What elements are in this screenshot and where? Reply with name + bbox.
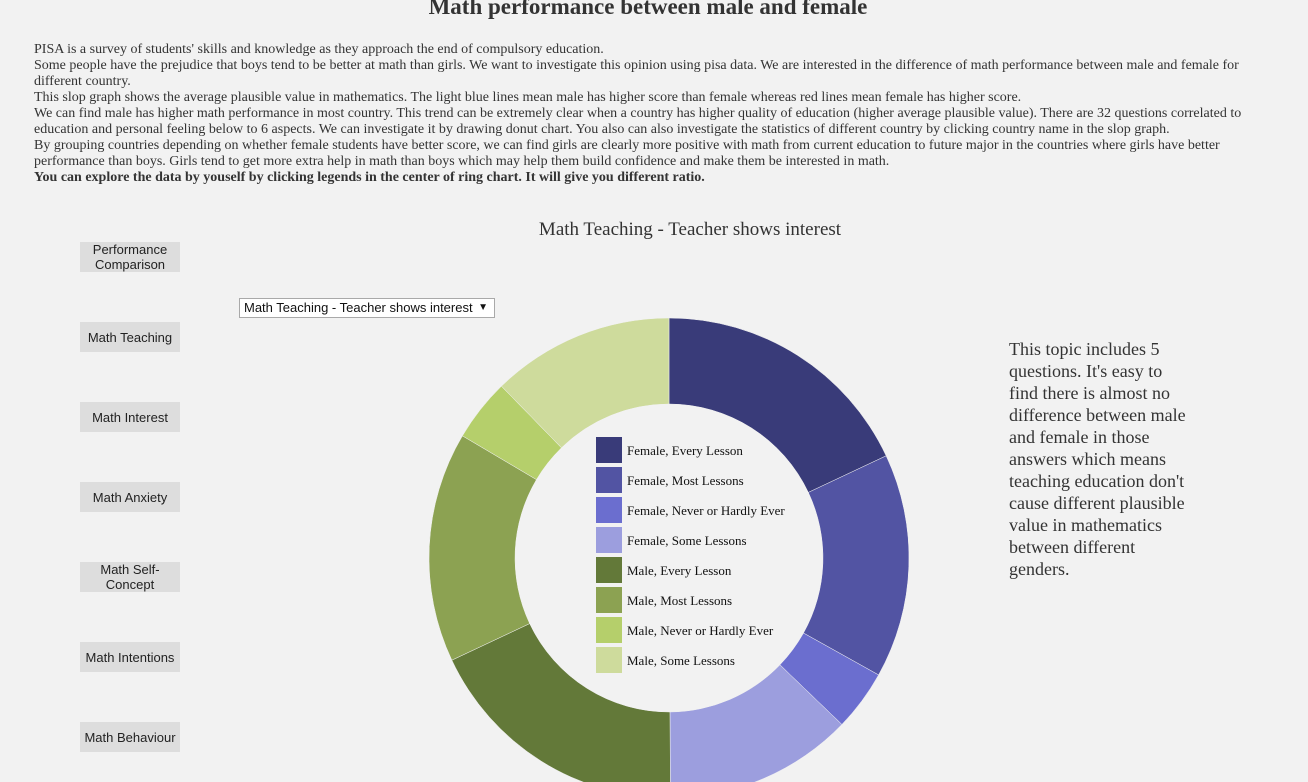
legend-swatch[interactable] (596, 647, 622, 673)
intro-paragraph: By grouping countries depending on wheth… (34, 138, 1220, 169)
math-anxiety-button[interactable]: Math Anxiety (80, 482, 180, 512)
performance-comparison-button[interactable]: Performance Comparison (80, 242, 180, 272)
legend-swatch[interactable] (596, 437, 622, 463)
intro-instruction: You can explore the data by youself by c… (34, 170, 705, 185)
legend-label[interactable]: Female, Every Lesson (627, 443, 743, 458)
legend-swatch[interactable] (596, 467, 622, 493)
donut-slices (428, 317, 910, 782)
math-interest-button[interactable]: Math Interest (80, 402, 180, 432)
donut-slice (451, 623, 671, 782)
chart-title: Math Teaching - Teacher shows interest (538, 219, 842, 240)
legend-item[interactable]: Male, Some Lessons (596, 647, 735, 673)
page-title: Math performance between male and female (428, 0, 868, 19)
legend-item[interactable]: Male, Most Lessons (596, 587, 732, 613)
legend-label[interactable]: Male, Most Lessons (627, 593, 732, 608)
legend-swatch[interactable] (596, 617, 622, 643)
legend-label[interactable]: Female, Some Lessons (627, 533, 747, 548)
intro-paragraph: This slop graph shows the average plausi… (34, 90, 1022, 105)
intro-paragraph: We can find male has higher math perform… (34, 106, 1242, 137)
donut-slice (668, 317, 887, 493)
legend-swatch[interactable] (596, 527, 622, 553)
math-teaching-button[interactable]: Math Teaching (80, 322, 180, 352)
legend-label[interactable]: Female, Most Lessons (627, 473, 744, 488)
legend-label[interactable]: Male, Every Lesson (627, 563, 732, 578)
chevron-down-icon: ▼ (478, 302, 488, 313)
topic-description: This topic includes 5 questions. It's ea… (1009, 339, 1186, 579)
legend-item[interactable]: Male, Every Lesson (596, 557, 732, 583)
donut-legend: Female, Every Lesson Female, Most Lessons… (596, 437, 785, 673)
legend-item[interactable]: Female, Most Lessons (596, 467, 744, 493)
intro-paragraph: PISA is a survey of students' skills and… (34, 42, 604, 57)
legend-label[interactable]: Female, Never or Hardly Ever (627, 503, 785, 518)
legend-item[interactable]: Female, Never or Hardly Ever (596, 497, 785, 523)
topic-dropdown-value: Math Teaching - Teacher shows interest (244, 300, 473, 315)
legend-swatch[interactable] (596, 497, 622, 523)
math-intentions-button[interactable]: Math Intentions (80, 642, 180, 672)
legend-item[interactable]: Male, Never or Hardly Ever (596, 617, 774, 643)
donut-slice (669, 664, 843, 782)
math-self-concept-button[interactable]: Math Self-Concept (80, 562, 180, 592)
legend-swatch[interactable] (596, 557, 622, 583)
legend-swatch[interactable] (596, 587, 622, 613)
legend-label[interactable]: Male, Some Lessons (627, 653, 735, 668)
intro-text: PISA is a survey of students' skills and… (34, 42, 1274, 186)
math-behaviour-button[interactable]: Math Behaviour (80, 722, 180, 752)
intro-paragraph: Some people have the prejudice that boys… (34, 58, 1239, 89)
legend-label[interactable]: Male, Never or Hardly Ever (627, 623, 774, 638)
topic-dropdown[interactable]: Math Teaching - Teacher shows interest ▼ (239, 298, 495, 318)
legend-item[interactable]: Female, Every Lesson (596, 437, 743, 463)
donut-slice (501, 317, 670, 449)
legend-item[interactable]: Female, Some Lessons (596, 527, 747, 553)
